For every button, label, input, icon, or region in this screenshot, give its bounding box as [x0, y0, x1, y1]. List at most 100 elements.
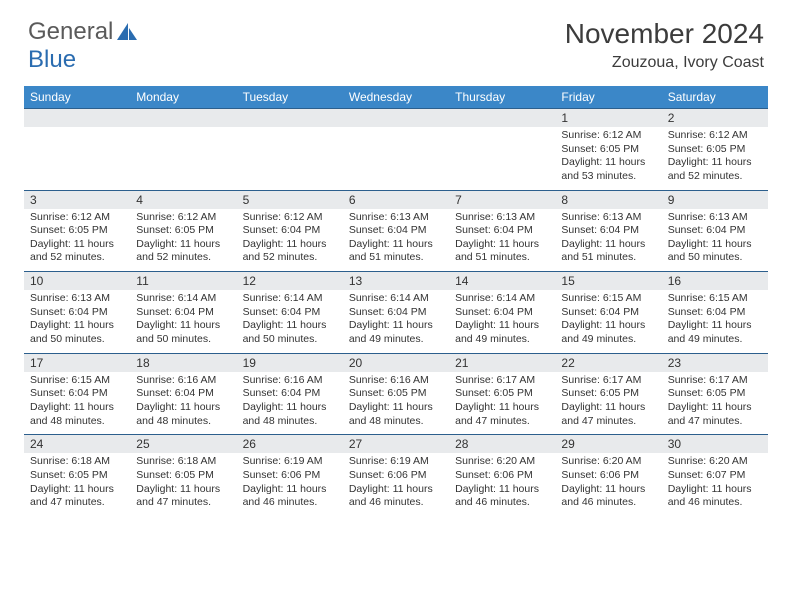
- day-data: Sunrise: 6:15 AMSunset: 6:04 PMDaylight:…: [24, 372, 130, 435]
- day-cell: 15Sunrise: 6:15 AMSunset: 6:04 PMDayligh…: [555, 272, 661, 354]
- day-number: 8: [555, 191, 661, 209]
- day-cell: 12Sunrise: 6:14 AMSunset: 6:04 PMDayligh…: [237, 272, 343, 354]
- brand-word2-wrap: Blue: [28, 46, 76, 74]
- day-cell: [237, 109, 343, 191]
- day-data: [24, 127, 130, 149]
- day-cell: [449, 109, 555, 191]
- day-data: Sunrise: 6:16 AMSunset: 6:05 PMDaylight:…: [343, 372, 449, 435]
- day-cell: [130, 109, 236, 191]
- day-number: 17: [24, 354, 130, 372]
- day-number: 3: [24, 191, 130, 209]
- day-number: 23: [662, 354, 768, 372]
- day-cell: 24Sunrise: 6:18 AMSunset: 6:05 PMDayligh…: [24, 435, 130, 516]
- brand-word1: General: [28, 18, 113, 46]
- day-cell: 10Sunrise: 6:13 AMSunset: 6:04 PMDayligh…: [24, 272, 130, 354]
- day-header-row: SundayMondayTuesdayWednesdayThursdayFrid…: [24, 86, 768, 109]
- day-data: Sunrise: 6:14 AMSunset: 6:04 PMDaylight:…: [449, 290, 555, 353]
- day-cell: 16Sunrise: 6:15 AMSunset: 6:04 PMDayligh…: [662, 272, 768, 354]
- day-data: Sunrise: 6:14 AMSunset: 6:04 PMDaylight:…: [343, 290, 449, 353]
- day-data: Sunrise: 6:13 AMSunset: 6:04 PMDaylight:…: [662, 209, 768, 272]
- day-data: Sunrise: 6:17 AMSunset: 6:05 PMDaylight:…: [449, 372, 555, 435]
- day-number: 30: [662, 435, 768, 453]
- day-data: Sunrise: 6:20 AMSunset: 6:06 PMDaylight:…: [449, 453, 555, 516]
- day-cell: 17Sunrise: 6:15 AMSunset: 6:04 PMDayligh…: [24, 353, 130, 435]
- day-number: 20: [343, 354, 449, 372]
- day-number: 7: [449, 191, 555, 209]
- day-data: [343, 127, 449, 149]
- day-number: 19: [237, 354, 343, 372]
- day-number: 28: [449, 435, 555, 453]
- day-number: 6: [343, 191, 449, 209]
- day-data: Sunrise: 6:14 AMSunset: 6:04 PMDaylight:…: [130, 290, 236, 353]
- day-number: [130, 109, 236, 127]
- week-row: 1Sunrise: 6:12 AMSunset: 6:05 PMDaylight…: [24, 109, 768, 191]
- day-data: Sunrise: 6:16 AMSunset: 6:04 PMDaylight:…: [237, 372, 343, 435]
- day-number: 22: [555, 354, 661, 372]
- brand-word2: Blue: [28, 46, 76, 73]
- day-cell: 3Sunrise: 6:12 AMSunset: 6:05 PMDaylight…: [24, 190, 130, 272]
- day-data: Sunrise: 6:12 AMSunset: 6:05 PMDaylight:…: [662, 127, 768, 190]
- calendar-table: SundayMondayTuesdayWednesdayThursdayFrid…: [24, 86, 768, 516]
- week-row: 10Sunrise: 6:13 AMSunset: 6:04 PMDayligh…: [24, 272, 768, 354]
- day-cell: [343, 109, 449, 191]
- day-cell: 20Sunrise: 6:16 AMSunset: 6:05 PMDayligh…: [343, 353, 449, 435]
- day-cell: 23Sunrise: 6:17 AMSunset: 6:05 PMDayligh…: [662, 353, 768, 435]
- day-cell: 26Sunrise: 6:19 AMSunset: 6:06 PMDayligh…: [237, 435, 343, 516]
- day-header: Saturday: [662, 86, 768, 109]
- day-number: 2: [662, 109, 768, 127]
- week-row: 3Sunrise: 6:12 AMSunset: 6:05 PMDaylight…: [24, 190, 768, 272]
- day-data: Sunrise: 6:13 AMSunset: 6:04 PMDaylight:…: [449, 209, 555, 272]
- day-data: Sunrise: 6:17 AMSunset: 6:05 PMDaylight:…: [555, 372, 661, 435]
- day-number: 29: [555, 435, 661, 453]
- brand-logo: General: [28, 18, 138, 46]
- day-cell: 30Sunrise: 6:20 AMSunset: 6:07 PMDayligh…: [662, 435, 768, 516]
- day-cell: 2Sunrise: 6:12 AMSunset: 6:05 PMDaylight…: [662, 109, 768, 191]
- day-data: Sunrise: 6:15 AMSunset: 6:04 PMDaylight:…: [662, 290, 768, 353]
- day-cell: [24, 109, 130, 191]
- day-cell: 19Sunrise: 6:16 AMSunset: 6:04 PMDayligh…: [237, 353, 343, 435]
- day-data: Sunrise: 6:19 AMSunset: 6:06 PMDaylight:…: [343, 453, 449, 516]
- day-cell: 29Sunrise: 6:20 AMSunset: 6:06 PMDayligh…: [555, 435, 661, 516]
- week-row: 24Sunrise: 6:18 AMSunset: 6:05 PMDayligh…: [24, 435, 768, 516]
- day-number: 9: [662, 191, 768, 209]
- month-title: November 2024: [565, 18, 764, 50]
- day-data: Sunrise: 6:12 AMSunset: 6:05 PMDaylight:…: [24, 209, 130, 272]
- day-cell: 5Sunrise: 6:12 AMSunset: 6:04 PMDaylight…: [237, 190, 343, 272]
- day-number: 10: [24, 272, 130, 290]
- day-cell: 22Sunrise: 6:17 AMSunset: 6:05 PMDayligh…: [555, 353, 661, 435]
- day-number: [343, 109, 449, 127]
- title-block: November 2024 Zouzoua, Ivory Coast: [565, 18, 764, 72]
- day-header: Thursday: [449, 86, 555, 109]
- day-cell: 18Sunrise: 6:16 AMSunset: 6:04 PMDayligh…: [130, 353, 236, 435]
- day-data: Sunrise: 6:20 AMSunset: 6:07 PMDaylight:…: [662, 453, 768, 516]
- day-cell: 14Sunrise: 6:14 AMSunset: 6:04 PMDayligh…: [449, 272, 555, 354]
- week-row: 17Sunrise: 6:15 AMSunset: 6:04 PMDayligh…: [24, 353, 768, 435]
- day-data: Sunrise: 6:12 AMSunset: 6:04 PMDaylight:…: [237, 209, 343, 272]
- day-number: [24, 109, 130, 127]
- day-number: 26: [237, 435, 343, 453]
- day-data: [449, 127, 555, 149]
- day-data: Sunrise: 6:18 AMSunset: 6:05 PMDaylight:…: [24, 453, 130, 516]
- day-number: 16: [662, 272, 768, 290]
- day-cell: 11Sunrise: 6:14 AMSunset: 6:04 PMDayligh…: [130, 272, 236, 354]
- day-number: 12: [237, 272, 343, 290]
- day-data: Sunrise: 6:13 AMSunset: 6:04 PMDaylight:…: [555, 209, 661, 272]
- day-number: 18: [130, 354, 236, 372]
- day-data: Sunrise: 6:13 AMSunset: 6:04 PMDaylight:…: [343, 209, 449, 272]
- day-data: Sunrise: 6:15 AMSunset: 6:04 PMDaylight:…: [555, 290, 661, 353]
- day-data: Sunrise: 6:20 AMSunset: 6:06 PMDaylight:…: [555, 453, 661, 516]
- page-header: General November 2024 Zouzoua, Ivory Coa…: [0, 0, 792, 78]
- day-cell: 27Sunrise: 6:19 AMSunset: 6:06 PMDayligh…: [343, 435, 449, 516]
- day-data: Sunrise: 6:12 AMSunset: 6:05 PMDaylight:…: [130, 209, 236, 272]
- day-header: Friday: [555, 86, 661, 109]
- calendar-body: 1Sunrise: 6:12 AMSunset: 6:05 PMDaylight…: [24, 109, 768, 516]
- day-cell: 8Sunrise: 6:13 AMSunset: 6:04 PMDaylight…: [555, 190, 661, 272]
- day-number: 27: [343, 435, 449, 453]
- day-header: Monday: [130, 86, 236, 109]
- day-number: 5: [237, 191, 343, 209]
- day-cell: 21Sunrise: 6:17 AMSunset: 6:05 PMDayligh…: [449, 353, 555, 435]
- day-number: 25: [130, 435, 236, 453]
- day-cell: 6Sunrise: 6:13 AMSunset: 6:04 PMDaylight…: [343, 190, 449, 272]
- day-data: Sunrise: 6:13 AMSunset: 6:04 PMDaylight:…: [24, 290, 130, 353]
- day-data: Sunrise: 6:12 AMSunset: 6:05 PMDaylight:…: [555, 127, 661, 190]
